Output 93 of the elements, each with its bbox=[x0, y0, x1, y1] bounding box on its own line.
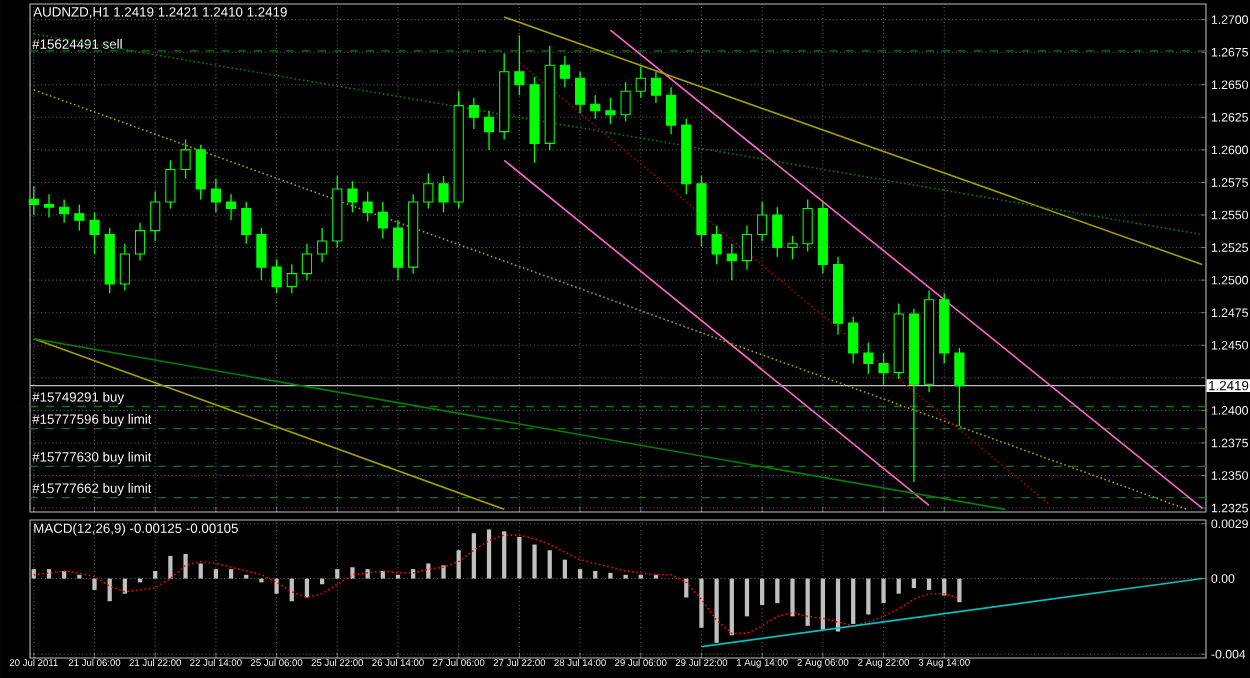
bar bbox=[562, 559, 568, 579]
candlestick bbox=[347, 180, 358, 214]
candlestick bbox=[317, 227, 328, 263]
candlestick bbox=[241, 201, 252, 245]
bar bbox=[896, 578, 901, 594]
bar bbox=[274, 578, 279, 594]
bar bbox=[775, 578, 780, 604]
candlestick bbox=[787, 235, 798, 260]
bar bbox=[744, 578, 750, 617]
candlestick bbox=[392, 219, 404, 281]
candlestick bbox=[180, 138, 191, 180]
candlestick bbox=[377, 201, 388, 240]
bar bbox=[62, 571, 67, 579]
bar bbox=[835, 578, 841, 632]
bar bbox=[942, 578, 947, 596]
candlestick bbox=[438, 175, 449, 214]
candlestick bbox=[59, 198, 70, 224]
candlestick bbox=[362, 190, 373, 223]
bar bbox=[183, 553, 188, 579]
candlestick bbox=[74, 203, 85, 232]
candlestick bbox=[772, 206, 783, 258]
bar bbox=[790, 578, 795, 617]
candlestick bbox=[225, 193, 237, 221]
candlestick bbox=[650, 71, 662, 104]
bar bbox=[456, 550, 461, 579]
bar bbox=[608, 572, 613, 579]
bar bbox=[380, 571, 385, 579]
candlestick bbox=[286, 263, 297, 294]
candlestick bbox=[514, 34, 525, 96]
bar bbox=[471, 533, 476, 579]
candlestick bbox=[711, 224, 722, 266]
bar bbox=[957, 578, 962, 603]
candlestick bbox=[605, 97, 616, 125]
bar bbox=[46, 569, 52, 579]
candlestick bbox=[301, 242, 313, 281]
candlestick bbox=[635, 65, 646, 99]
candlestick bbox=[43, 193, 55, 219]
bar bbox=[365, 569, 370, 579]
bar bbox=[335, 569, 340, 579]
bar bbox=[714, 578, 719, 643]
bar bbox=[760, 578, 765, 606]
candlestick bbox=[89, 211, 100, 255]
bar bbox=[92, 578, 97, 590]
candlestick bbox=[150, 190, 161, 242]
bar bbox=[441, 565, 446, 579]
candlestick bbox=[134, 222, 146, 262]
bar bbox=[851, 578, 856, 624]
candlestick bbox=[468, 97, 479, 130]
bar bbox=[820, 578, 825, 630]
bar bbox=[486, 529, 492, 579]
bar bbox=[198, 563, 203, 579]
bar bbox=[805, 578, 810, 626]
candlestick bbox=[590, 94, 601, 120]
candlestick bbox=[574, 71, 586, 115]
candlestick bbox=[423, 172, 434, 210]
bar bbox=[593, 571, 598, 579]
candlestick bbox=[483, 110, 495, 151]
bar bbox=[866, 578, 871, 615]
bar bbox=[577, 569, 583, 579]
bar bbox=[729, 578, 734, 636]
candlestick bbox=[757, 201, 768, 242]
bar bbox=[881, 578, 886, 604]
candlestick bbox=[28, 185, 39, 216]
bar bbox=[517, 536, 522, 579]
bar bbox=[911, 578, 917, 589]
candlestick bbox=[848, 315, 859, 365]
candlestick bbox=[726, 242, 737, 281]
bar bbox=[350, 567, 355, 579]
candlestick bbox=[802, 198, 813, 253]
candlestick bbox=[256, 227, 267, 281]
bar bbox=[153, 571, 158, 579]
bar bbox=[411, 569, 416, 579]
candlestick bbox=[119, 242, 130, 292]
candlestick bbox=[165, 159, 176, 210]
bar bbox=[547, 550, 552, 579]
candlestick bbox=[271, 258, 282, 294]
bar bbox=[699, 578, 704, 628]
bar bbox=[426, 563, 431, 579]
bar bbox=[926, 578, 932, 590]
candlestick bbox=[878, 352, 889, 386]
bar bbox=[213, 569, 219, 579]
candlestick bbox=[210, 177, 221, 214]
bar bbox=[502, 531, 507, 579]
bar bbox=[168, 555, 173, 579]
bar bbox=[532, 544, 537, 579]
candlestick bbox=[666, 86, 677, 135]
candlestick bbox=[741, 224, 753, 271]
candlestick bbox=[620, 81, 631, 122]
candlestick bbox=[863, 341, 874, 375]
bar bbox=[228, 569, 234, 579]
candlestick bbox=[559, 55, 570, 89]
candlestick bbox=[195, 144, 206, 201]
candlestick bbox=[954, 347, 965, 427]
